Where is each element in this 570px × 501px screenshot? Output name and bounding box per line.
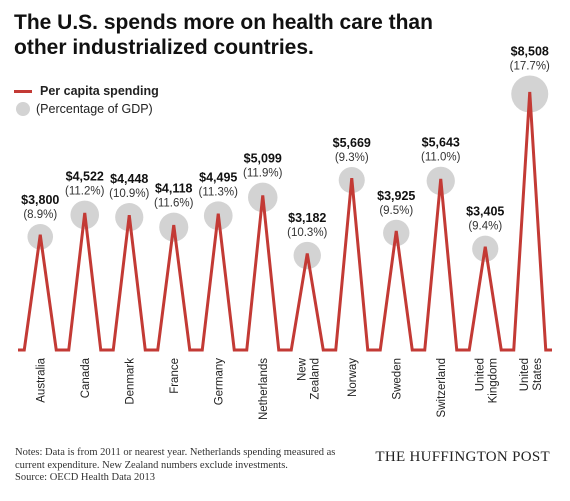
title-line-1: The U.S. spends more on health care than xyxy=(14,11,433,34)
value-label: $3,405 xyxy=(466,205,504,219)
x-tick-label: United xyxy=(474,358,486,391)
x-tick-label: Norway xyxy=(347,358,359,397)
legend-item-gdp: (Percentage of GDP) xyxy=(14,100,159,118)
pct-label: (11.2%) xyxy=(65,186,105,198)
value-label: $4,522 xyxy=(66,170,104,184)
pct-label: (11.9%) xyxy=(243,168,283,180)
notes-line-1: Notes: Data is from 2011 or nearest year… xyxy=(15,447,336,458)
pct-label: (11.3%) xyxy=(199,186,239,198)
legend-circle-swatch xyxy=(16,102,30,116)
source-line: Source: OECD Health Data 2013 xyxy=(15,472,155,483)
pct-label: (11.6%) xyxy=(154,198,194,210)
value-label: $3,800 xyxy=(21,193,59,207)
x-tick-label: Australia xyxy=(35,357,47,402)
chart-notes: Notes: Data is from 2011 or nearest year… xyxy=(15,447,405,485)
x-tick-label: United xyxy=(519,358,531,391)
pct-label: (10.9%) xyxy=(109,188,149,200)
pct-label: (9.5%) xyxy=(379,205,413,217)
pct-label: (9.3%) xyxy=(335,152,369,164)
legend-item-spending: Per capita spending xyxy=(14,82,159,100)
x-tick-label: Germany xyxy=(213,358,225,406)
value-label: $8,508 xyxy=(511,44,549,58)
legend: Per capita spending (Percentage of GDP) xyxy=(14,82,159,118)
spending-line xyxy=(18,91,552,352)
title-line-2: other industrialized countries. xyxy=(14,36,314,59)
legend-line-swatch xyxy=(14,89,32,93)
value-label: $5,669 xyxy=(333,136,371,150)
pct-label: (11.0%) xyxy=(421,152,461,164)
x-tick-label: Kingdom xyxy=(487,358,499,403)
pct-label: (10.3%) xyxy=(287,227,327,239)
value-label: $5,643 xyxy=(422,136,460,150)
value-label: $4,495 xyxy=(199,170,237,184)
x-tick-label: Canada xyxy=(80,357,92,398)
pct-label: (17.7%) xyxy=(510,60,550,72)
value-label: $4,118 xyxy=(155,182,193,196)
value-label: $5,099 xyxy=(244,152,282,166)
value-label: $3,182 xyxy=(288,211,326,225)
value-label: $3,925 xyxy=(377,189,415,203)
publisher-logo: THE HUFFINGTON POST xyxy=(375,449,550,465)
x-tick-label: New xyxy=(296,357,308,381)
pct-label: (8.9%) xyxy=(23,209,57,221)
notes-line-2: current expenditure. New Zealand numbers… xyxy=(15,459,288,471)
x-tick-label: France xyxy=(169,358,181,394)
chart-title: The U.S. spends more on health care than… xyxy=(14,10,484,60)
x-tick-label: Netherlands xyxy=(258,358,270,420)
legend-spending-label: Per capita spending xyxy=(40,84,159,98)
value-label: $4,448 xyxy=(110,172,148,186)
x-tick-label: Sweden xyxy=(391,358,403,400)
legend-gdp-label: (Percentage of GDP) xyxy=(36,102,153,116)
x-tick-label: Denmark xyxy=(124,358,136,405)
pct-label: (9.4%) xyxy=(468,221,502,233)
x-tick-label: Switzerland xyxy=(436,358,448,417)
x-tick-label: Zealand xyxy=(309,358,321,400)
x-tick-label: States xyxy=(532,358,544,391)
